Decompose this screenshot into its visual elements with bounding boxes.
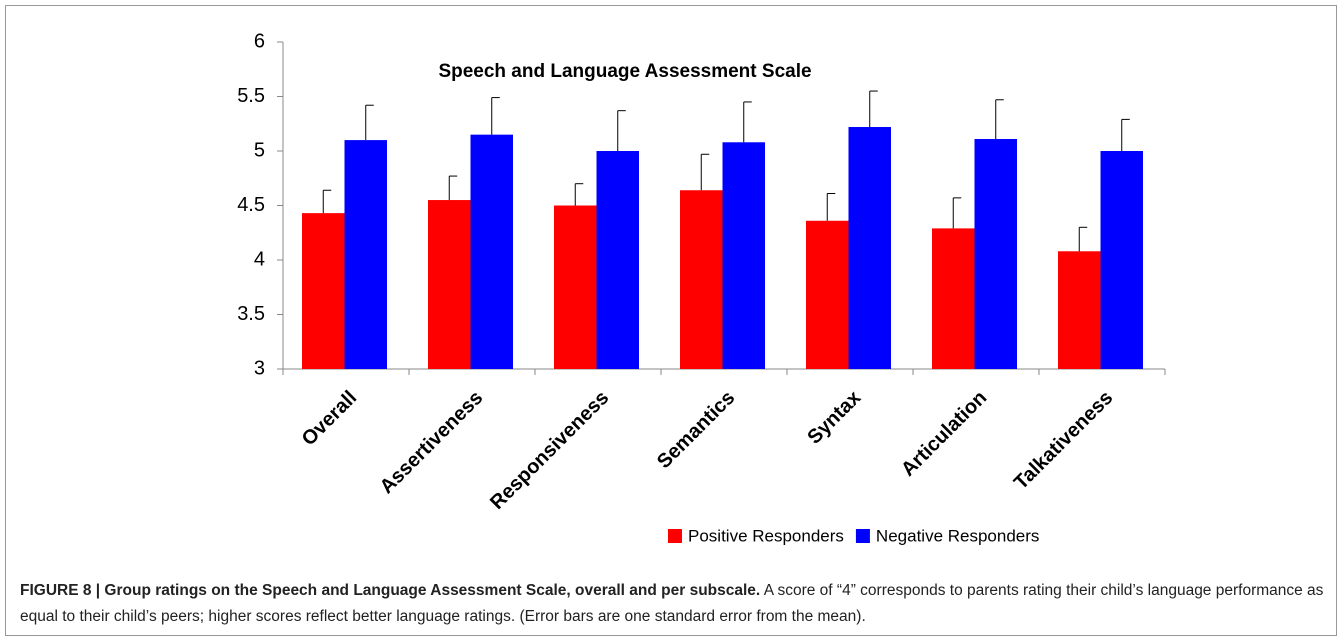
x-tick-label: Semantics: [653, 387, 739, 473]
y-tick-label: 4: [254, 248, 265, 270]
bar: [428, 200, 471, 369]
caption: FIGURE 8 | Group ratings on the Speech a…: [20, 578, 1326, 630]
y-tick-label: 5: [254, 139, 265, 161]
y-tick-label: 4.5: [237, 194, 265, 216]
bar: [680, 190, 723, 369]
bar: [470, 134, 513, 369]
figure-frame: [5, 5, 1337, 636]
legend-label: Positive Responders: [688, 526, 844, 545]
bar: [1100, 151, 1143, 369]
x-tick-label: Talkativeness: [1010, 387, 1117, 494]
bar: [932, 228, 975, 369]
caption-text: A score of “4” corresponds to parents ra…: [20, 582, 1324, 625]
bar: [722, 142, 765, 369]
bar: [554, 205, 597, 369]
legend-label: Negative Responders: [876, 526, 1039, 545]
bar: [344, 140, 387, 369]
bar: [974, 139, 1017, 369]
caption-label: FIGURE 8 | Group ratings on the Speech a…: [20, 582, 761, 599]
chart-title: Speech and Language Assessment Scale: [438, 61, 811, 82]
chart: Speech and Language Assessment Scale 3 3.…: [237, 30, 1166, 545]
bar: [848, 127, 891, 370]
legend-swatch: [668, 529, 682, 543]
bar: [1058, 251, 1101, 369]
x-tick-label: Responsiveness: [486, 387, 613, 514]
y-tick-label: 5.5: [237, 85, 265, 107]
x-tick-label: Assertiveness: [376, 387, 487, 498]
bar: [806, 220, 849, 369]
legend-swatch: [855, 529, 870, 543]
x-tick-label: Articulation: [897, 387, 991, 481]
x-tick-label: Overall: [298, 387, 362, 451]
y-tick-label: 3.5: [237, 303, 265, 325]
x-tick-label: Syntax: [803, 387, 865, 449]
y-tick-label: 3: [254, 357, 265, 379]
bar: [596, 151, 639, 369]
bar: [302, 213, 345, 369]
y-tick-label: 6: [254, 30, 265, 52]
